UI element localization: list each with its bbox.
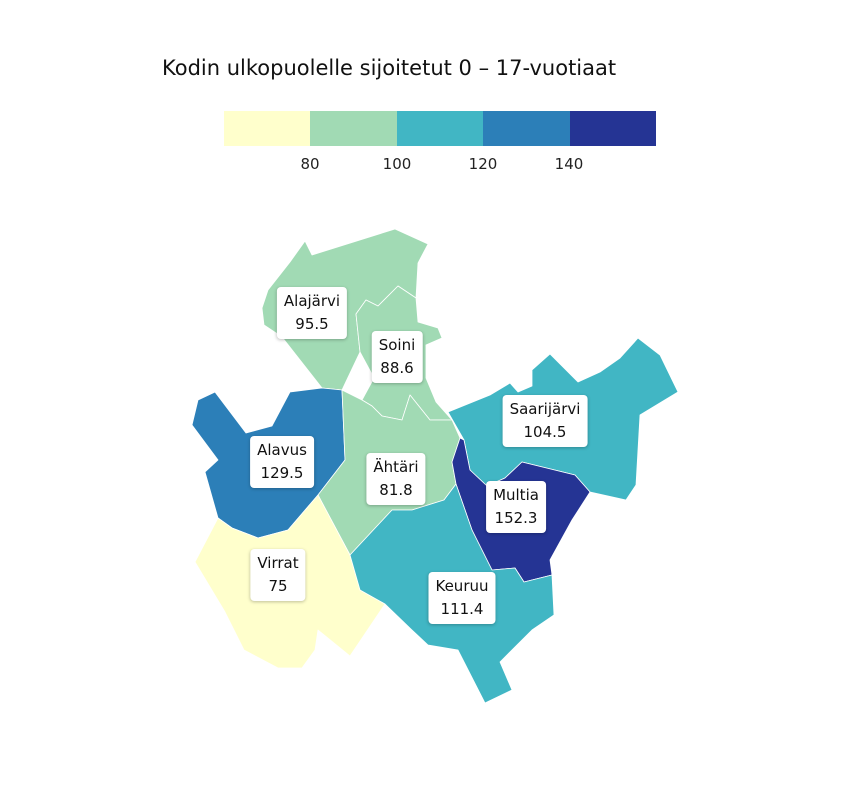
- legend-tick-80: 80: [300, 155, 320, 173]
- label-alavus: Alavus 129.5: [250, 436, 314, 488]
- region-value: 104.5: [523, 423, 567, 441]
- region-name: Soini: [378, 336, 416, 354]
- legend-tick-120: 120: [468, 155, 498, 173]
- label-saarijarvi: Saarijärvi 104.5: [502, 395, 588, 447]
- region-name: Virrat: [257, 554, 299, 572]
- region-name: Alavus: [257, 441, 307, 459]
- map-title: Kodin ulkopuolelle sijoitetut 0 – 17-vuo…: [162, 56, 617, 80]
- legend-tick-100: 100: [382, 155, 412, 173]
- legend-swatch-4: [483, 111, 570, 146]
- region-name: Ähtäri: [373, 458, 419, 476]
- legend-swatch-3: [396, 111, 484, 146]
- region-name: Multia: [493, 486, 539, 504]
- region-name: Saarijärvi: [509, 400, 581, 418]
- label-keuruu: Keuruu 111.4: [428, 572, 496, 624]
- color-legend: [224, 111, 657, 146]
- region-value: 152.3: [494, 509, 538, 527]
- region-value: 95.5: [295, 315, 329, 333]
- legend-swatch-2: [310, 111, 397, 146]
- region-value: 129.5: [260, 464, 304, 482]
- region-value: 75: [268, 577, 288, 595]
- legend-swatch-1: [224, 111, 311, 146]
- label-multia: Multia 152.3: [486, 481, 546, 533]
- label-soini: Soini 88.6: [371, 331, 423, 383]
- legend-swatch-5: [569, 111, 657, 146]
- label-ahtari: Ähtäri 81.8: [366, 453, 426, 505]
- region-value: 81.8: [379, 481, 413, 499]
- region-name: Keuruu: [435, 577, 489, 595]
- legend-tick-140: 140: [554, 155, 584, 173]
- label-alajarvi: Alajärvi 95.5: [276, 287, 348, 339]
- region-value: 88.6: [380, 359, 414, 377]
- region-value: 111.4: [440, 600, 484, 618]
- region-name: Alajärvi: [283, 292, 341, 310]
- label-virrat: Virrat 75: [250, 549, 306, 601]
